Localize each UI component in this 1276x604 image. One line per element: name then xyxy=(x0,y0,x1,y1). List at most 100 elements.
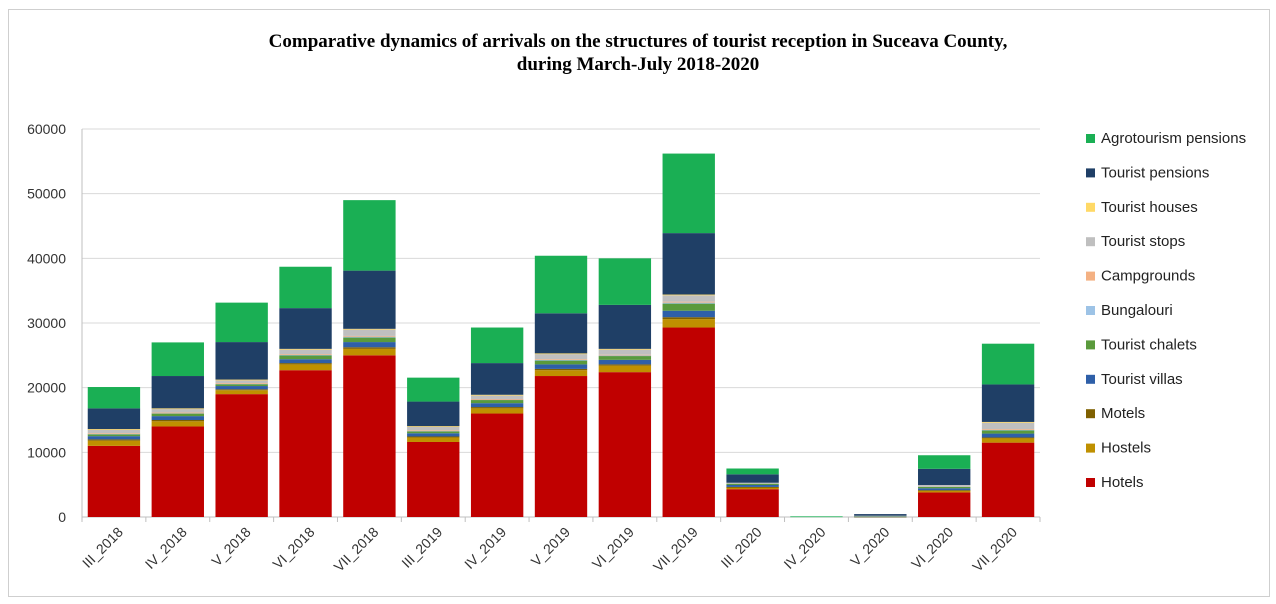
bar-segment xyxy=(470,327,524,364)
x-tick-label: VII_2018 xyxy=(331,524,382,575)
bar-segment xyxy=(279,349,332,355)
y-tick-label: 10000 xyxy=(27,444,66,460)
bar-segment xyxy=(534,255,588,314)
bar-segment xyxy=(981,429,1035,431)
x-tick-label: VI_2019 xyxy=(589,524,637,572)
bar-segment xyxy=(598,258,652,305)
bar-segment xyxy=(151,426,204,517)
bar-segment xyxy=(918,484,971,487)
bar-segment xyxy=(662,303,715,311)
bar-segment xyxy=(534,364,588,369)
legend-swatch xyxy=(1086,271,1095,281)
bar-segment xyxy=(598,304,652,349)
bar-segment xyxy=(279,355,332,360)
bar-segment xyxy=(151,420,204,422)
bar-segment xyxy=(87,445,141,517)
bar-segment xyxy=(343,335,396,337)
bar-segment xyxy=(726,486,779,488)
bar-segment xyxy=(598,365,652,373)
bar-segment xyxy=(598,359,652,365)
bar-segment xyxy=(279,348,332,350)
bar-segment xyxy=(87,434,141,437)
legend-swatch xyxy=(1086,202,1095,212)
bar-segment xyxy=(87,387,141,409)
x-tick-label: III_2020 xyxy=(718,524,765,571)
bar-segment xyxy=(407,433,460,437)
bar-segment xyxy=(343,348,396,356)
bar-segment xyxy=(918,488,971,491)
bar-segment xyxy=(598,348,652,350)
bar-segment xyxy=(407,377,460,402)
bar-segment xyxy=(854,514,907,516)
bar-segment xyxy=(726,489,779,517)
bar-segment xyxy=(726,468,779,475)
y-tick-label: 60000 xyxy=(27,121,66,137)
legend-label: Agrotourism pensions xyxy=(1101,130,1246,147)
bar-segment xyxy=(598,355,652,357)
legend-swatch xyxy=(1086,134,1095,143)
legend-label: Tourist chalets xyxy=(1101,336,1197,353)
bar-segment xyxy=(598,349,652,355)
legend-swatch xyxy=(1086,340,1095,350)
bar-segment xyxy=(87,408,141,430)
bar-segment xyxy=(343,342,396,348)
bar-segment xyxy=(662,317,715,320)
legend-swatch xyxy=(1086,306,1095,315)
bar-segment xyxy=(343,355,396,517)
legend-swatch xyxy=(1086,409,1095,419)
bar-segment xyxy=(215,383,268,384)
bar-segment xyxy=(534,353,588,355)
bar-segment xyxy=(279,308,332,349)
bar-segment xyxy=(470,399,524,404)
legend-swatch xyxy=(1086,168,1095,178)
bar-segment xyxy=(87,439,141,441)
legend-label: Hotels xyxy=(1101,474,1144,491)
bar-segment xyxy=(343,270,396,329)
bar-segment xyxy=(790,516,843,518)
bar-segment xyxy=(215,379,268,384)
bar-segment xyxy=(534,360,588,365)
legend-label: Bungalouri xyxy=(1101,302,1173,319)
legend-swatch xyxy=(1086,374,1095,384)
bar-segment xyxy=(151,421,204,427)
bar-segment xyxy=(662,294,715,296)
bar-segment xyxy=(726,474,779,483)
bar-segment xyxy=(470,407,524,409)
bar-segment xyxy=(662,153,715,234)
bar-segment xyxy=(662,319,715,328)
bar-segment xyxy=(918,490,971,493)
bar-segment xyxy=(598,355,652,360)
x-tick-label: IV_2018 xyxy=(142,524,190,572)
legend-label: Tourist stops xyxy=(1101,233,1185,250)
x-tick-label: V_2020 xyxy=(847,524,893,570)
bar-segment xyxy=(534,370,588,377)
bar-segment xyxy=(343,329,396,336)
chart-title-line-2: during March-July 2018-2020 xyxy=(516,54,760,75)
bar-segment xyxy=(151,413,204,417)
bar-segment xyxy=(279,364,332,371)
bar-segment xyxy=(343,336,396,338)
bar-segment xyxy=(151,408,204,410)
bar-segment xyxy=(981,422,1035,430)
bar-segment xyxy=(981,433,1035,438)
legend-swatch xyxy=(1086,443,1095,453)
bar-segment xyxy=(918,490,971,491)
bar-segment xyxy=(151,408,204,413)
bar-segment xyxy=(470,413,524,517)
bar-segment xyxy=(662,327,715,517)
legend-swatch xyxy=(1086,478,1095,487)
bar-segment xyxy=(981,421,1035,423)
bar-segment xyxy=(407,401,460,427)
bar-segment xyxy=(470,403,524,408)
bar-segment xyxy=(279,359,332,364)
bar-segment xyxy=(470,398,524,400)
bar-segment xyxy=(343,200,396,271)
bar-segment xyxy=(534,376,588,517)
bar-segment xyxy=(343,328,396,330)
bar-segment xyxy=(151,342,204,377)
bar-segment xyxy=(918,492,971,517)
bar-segment xyxy=(662,301,715,303)
bar-segment xyxy=(981,442,1035,517)
bar-segment xyxy=(87,429,141,430)
